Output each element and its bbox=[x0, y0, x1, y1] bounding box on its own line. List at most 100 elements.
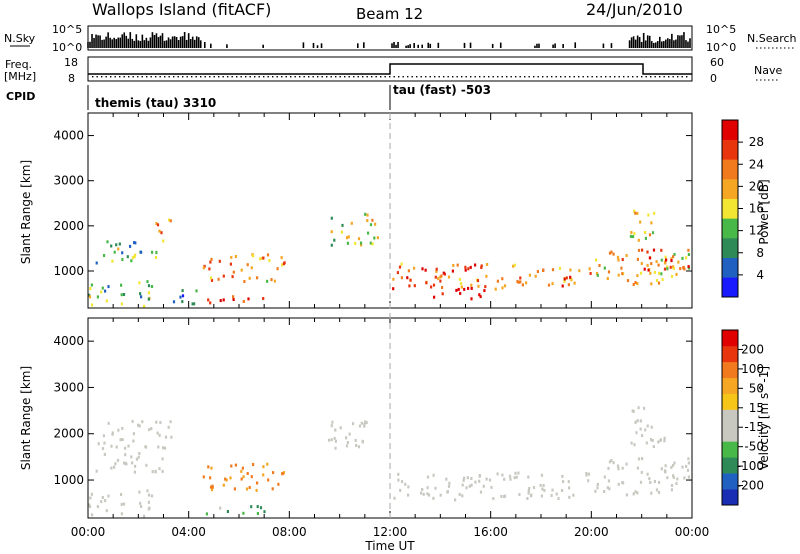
scatter-cell bbox=[572, 493, 575, 497]
scatter-cell bbox=[374, 222, 377, 226]
scatter-cell bbox=[181, 294, 185, 298]
scatter-cell bbox=[646, 424, 649, 428]
scatter-cell bbox=[408, 284, 411, 288]
scatter-cell bbox=[490, 485, 493, 489]
scatter-cell bbox=[608, 460, 612, 464]
nave-dot bbox=[546, 76, 548, 78]
scatter-cell bbox=[256, 276, 259, 280]
scatter-cell bbox=[110, 466, 113, 470]
scatter-cell bbox=[636, 211, 639, 215]
scatter-cell bbox=[542, 269, 545, 272]
scatter-cell bbox=[250, 505, 253, 509]
nave-dot bbox=[308, 76, 310, 78]
scatter-cell bbox=[407, 493, 410, 497]
x-tick-label: 16:00 bbox=[473, 525, 508, 539]
scatter-cell bbox=[528, 273, 531, 277]
scatter-cell bbox=[208, 267, 211, 271]
scatter-cell bbox=[565, 276, 568, 280]
scatter-cell bbox=[202, 475, 205, 479]
scatter-cell bbox=[569, 275, 572, 279]
scatter-cell bbox=[629, 234, 632, 238]
nave-dot bbox=[578, 76, 580, 78]
scatter-cell bbox=[687, 253, 690, 256]
colorbar-tick-label: 50 bbox=[749, 381, 764, 395]
scatter-cell bbox=[519, 276, 522, 280]
scatter-cell bbox=[154, 470, 157, 474]
scatter-cell bbox=[633, 443, 636, 447]
scatter-cell bbox=[630, 231, 633, 234]
scatter-cell bbox=[339, 426, 342, 430]
scatter-cell bbox=[683, 267, 686, 271]
scatter-cell bbox=[636, 257, 639, 261]
scatter-cell bbox=[519, 280, 522, 284]
scatter-cell bbox=[407, 485, 410, 489]
nave-dot bbox=[659, 76, 661, 78]
scatter-cell bbox=[245, 487, 249, 491]
scatter-cell bbox=[558, 266, 562, 270]
scatter-cell bbox=[625, 254, 628, 257]
scatter-cell bbox=[541, 487, 544, 491]
scatter-cell bbox=[672, 463, 675, 467]
nave-dot bbox=[474, 76, 476, 78]
scatter-cell bbox=[217, 277, 220, 281]
x-tick-label: 20:00 bbox=[574, 525, 609, 539]
scatter-cell bbox=[105, 509, 108, 513]
scatter-cell bbox=[281, 472, 284, 476]
nave-dot bbox=[375, 76, 377, 78]
nave-dot bbox=[645, 76, 647, 78]
scatter-cell bbox=[270, 278, 273, 282]
scatter-cell bbox=[557, 497, 560, 500]
nave-dot bbox=[407, 76, 409, 78]
scatter-cell bbox=[422, 492, 425, 496]
scatter-cell bbox=[636, 419, 639, 423]
scatter-cell bbox=[350, 221, 353, 225]
nave-dot bbox=[119, 76, 121, 78]
noise-left-tick-top: 10^5 bbox=[52, 23, 82, 36]
scatter-cell bbox=[470, 477, 473, 480]
scatter-cell bbox=[596, 273, 599, 277]
scatter-cell bbox=[154, 256, 158, 259]
colorbar-cell bbox=[722, 377, 738, 394]
power-cbar-label: Power [dB] bbox=[757, 179, 771, 244]
scatter-cell bbox=[393, 496, 396, 500]
scatter-cell bbox=[341, 223, 344, 227]
scatter-cell bbox=[141, 420, 144, 424]
nave-dot bbox=[551, 76, 553, 78]
scatter-cell bbox=[222, 483, 225, 487]
scatter-cell bbox=[110, 444, 113, 448]
scatter-cell bbox=[340, 230, 344, 234]
scatter-cell bbox=[607, 479, 611, 483]
nave-dot bbox=[402, 76, 404, 78]
scatter-cell bbox=[103, 452, 106, 456]
nave-dot bbox=[164, 76, 166, 78]
scatter-cell bbox=[663, 267, 667, 271]
scatter-cell bbox=[424, 268, 427, 272]
scatter-cell bbox=[218, 259, 221, 263]
colorbar-cell bbox=[722, 473, 738, 490]
scatter-cell bbox=[447, 484, 451, 488]
scatter-cell bbox=[658, 480, 661, 484]
scatter-cell bbox=[147, 284, 151, 288]
scatter-cell bbox=[649, 271, 652, 275]
scatter-cell bbox=[643, 406, 646, 410]
scatter-cell bbox=[159, 421, 162, 425]
scatter-cell bbox=[137, 455, 140, 459]
cpid-label: CPID bbox=[6, 90, 35, 103]
nave-dot bbox=[177, 76, 179, 78]
scatter-cell bbox=[243, 280, 246, 283]
scatter-cell bbox=[673, 252, 676, 256]
scatter-cell bbox=[262, 256, 265, 260]
nave-dot bbox=[353, 76, 355, 78]
scatter-cell bbox=[492, 497, 495, 501]
scatter-cell bbox=[646, 472, 649, 476]
scatter-cell bbox=[463, 476, 466, 480]
nave-dot bbox=[384, 76, 386, 78]
nave-dot bbox=[159, 76, 161, 78]
scatter-cell bbox=[369, 241, 372, 245]
scatter-cell bbox=[617, 273, 620, 277]
scatter-cell bbox=[603, 475, 606, 479]
scatter-cell bbox=[631, 409, 634, 413]
scatter-cell bbox=[625, 462, 628, 466]
nave-dot bbox=[285, 76, 287, 78]
scatter-cell bbox=[670, 484, 674, 487]
